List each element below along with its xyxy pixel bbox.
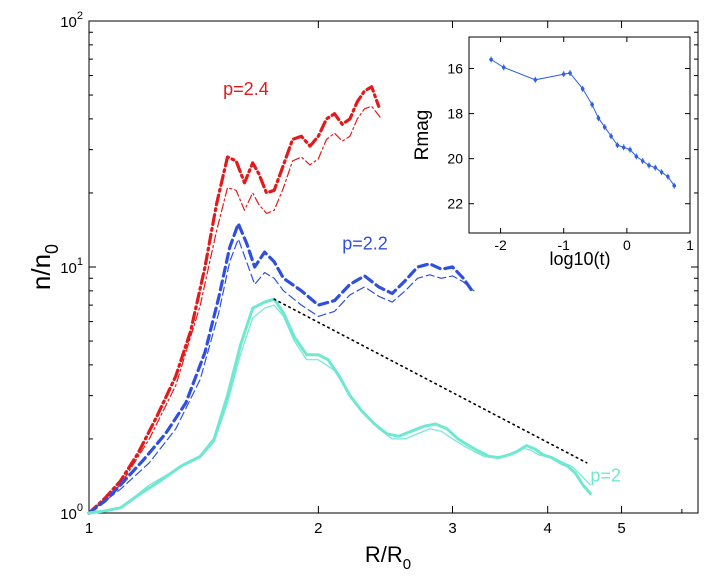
inset-x-tick-label: 0: [623, 237, 631, 253]
series-line-p-2-4: [87, 85, 381, 515]
inset-data-point: [621, 145, 626, 150]
inset-x-tick-label: -1: [557, 237, 570, 253]
series-line-p-2: [87, 297, 592, 515]
inset-data-point: [501, 65, 506, 70]
series-label: p=2: [590, 466, 621, 486]
inset-data-point: [590, 102, 594, 107]
inset-data-point: [647, 163, 651, 168]
series-label: p=2.2: [342, 233, 388, 253]
inset-data-point: [653, 165, 658, 170]
inset-data-point: [634, 154, 639, 159]
inset-data-point: [615, 143, 620, 147]
series-line-p-2-2-thin: [88, 238, 475, 514]
inset-data-point: [602, 125, 607, 129]
inset-x-tick-label: -2: [494, 237, 507, 253]
inset-data-point: [609, 134, 613, 138]
inset-data-point: [489, 57, 493, 62]
inset-data-point: [580, 87, 585, 91]
y-tick-label: 101: [60, 256, 83, 277]
x-tick-label: 5: [617, 520, 625, 537]
series-line-p-2-4-thin: [88, 105, 382, 514]
inset-data-point: [596, 116, 601, 120]
x-axis-label: R/R0: [365, 542, 411, 573]
inset-x-tick-label: 1: [686, 237, 694, 253]
x-tick-label: 3: [448, 520, 456, 537]
series-line-p-2-thin: [88, 304, 591, 514]
inset-y-tick-label: 22: [447, 196, 463, 212]
inset-y-tick-label: 18: [447, 106, 463, 122]
inset-data-point: [672, 183, 677, 188]
series-line-power-law-reference: [273, 298, 588, 464]
inset-data-point: [568, 71, 572, 75]
inset-data-point: [659, 170, 664, 174]
inset-data-point: [628, 147, 632, 152]
y-tick-label: 102: [60, 10, 83, 31]
inset-y-tick-label: 16: [447, 61, 463, 77]
series-line-p-2-2: [87, 222, 476, 515]
series-label: p=2.4: [223, 79, 269, 99]
inset-data-point: [640, 159, 645, 163]
inset-data-point: [561, 72, 566, 76]
y-tick-label: 100: [60, 502, 83, 523]
inset-plot-frame: [468, 36, 691, 234]
inset-x-axis-label: log10(t): [549, 249, 610, 269]
inset-y-axis-label: Rmag: [412, 110, 433, 161]
inset-data-point: [666, 174, 670, 179]
x-tick-label: 1: [85, 520, 93, 537]
y-axis-label: n/n0: [26, 244, 62, 290]
x-tick-label: 2: [314, 520, 322, 537]
x-tick-label: 4: [544, 520, 552, 537]
inset-data-point: [533, 78, 538, 82]
inset-y-tick-label: 20: [447, 151, 463, 167]
